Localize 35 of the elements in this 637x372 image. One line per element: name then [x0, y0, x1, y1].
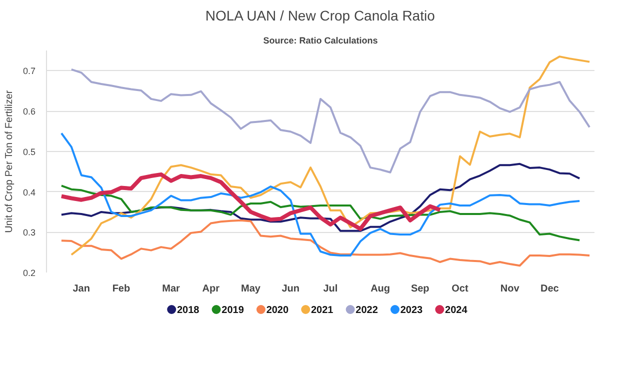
legend-label: 2022	[356, 305, 378, 316]
legend-label: 2018	[176, 305, 200, 316]
y-tick-label: 0.2	[22, 268, 36, 278]
legend-label: 2020	[266, 305, 289, 316]
line-series	[60, 162, 581, 232]
line-series	[60, 132, 581, 257]
x-tick-label: Aug	[370, 284, 390, 294]
x-tick-label: Mar	[162, 284, 180, 294]
line-series	[59, 172, 442, 231]
x-tick-label: Jun	[282, 284, 300, 294]
y-tick-label: 0.4	[22, 187, 36, 198]
x-tick-label: Nov	[500, 284, 520, 294]
chart-subtitle: Source: Ratio Calculations	[263, 36, 378, 46]
x-tick-label: May	[241, 284, 261, 294]
y-tick-label: 0.5	[22, 146, 36, 157]
y-tick-label: 0.6	[22, 106, 36, 117]
x-tick-label: Dec	[540, 284, 560, 294]
x-tick-label: Jan	[72, 284, 90, 294]
y-axis-title: Unit of Crop Per Ton of Fertilizer	[4, 90, 15, 233]
x-tick-label: Feb	[112, 284, 130, 294]
line-series	[60, 184, 581, 242]
x-tick-label: Oct	[452, 284, 469, 294]
legend-label: 2019	[222, 305, 244, 316]
line-series	[70, 56, 591, 256]
line-series	[60, 219, 591, 267]
x-tick-label: Sep	[410, 284, 430, 294]
line-series	[70, 68, 591, 174]
x-tick-label: Jul	[323, 284, 338, 294]
y-tick-label: 0.3	[22, 228, 36, 238]
legend-label: 2021	[310, 305, 334, 316]
legend-label: 2023	[400, 305, 424, 316]
x-tick-label: Apr	[202, 284, 220, 294]
y-tick-label: 0.7	[22, 66, 36, 76]
legend-label: 2024	[445, 305, 468, 316]
chart-title: NOLA UAN / New Crop Canola Ratio	[205, 8, 436, 24]
